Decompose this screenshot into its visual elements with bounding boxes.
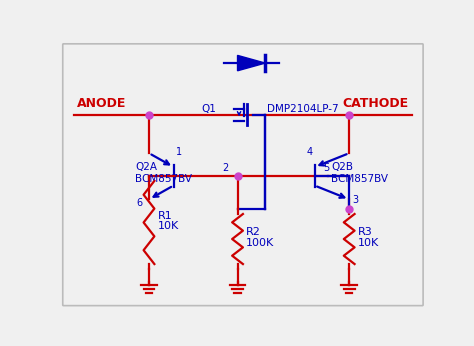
Text: 1: 1 — [176, 147, 182, 157]
Text: 3: 3 — [352, 195, 358, 205]
Text: BCM857BV: BCM857BV — [331, 174, 389, 184]
Text: R1: R1 — [157, 211, 172, 221]
Text: Q1: Q1 — [202, 103, 217, 113]
Text: 2: 2 — [222, 163, 228, 173]
Text: 5: 5 — [324, 163, 330, 173]
Text: R3: R3 — [358, 227, 373, 237]
Text: Q2B: Q2B — [331, 162, 354, 172]
Text: ANODE: ANODE — [77, 97, 127, 110]
Text: 10K: 10K — [157, 221, 179, 231]
Text: R2: R2 — [246, 227, 261, 237]
Text: DMP2104LP-7: DMP2104LP-7 — [267, 103, 338, 113]
Text: Q2A: Q2A — [135, 162, 157, 172]
Text: BCM857BV: BCM857BV — [135, 174, 192, 184]
FancyBboxPatch shape — [63, 44, 423, 306]
Polygon shape — [237, 55, 265, 71]
Text: 6: 6 — [137, 198, 143, 208]
Text: 10K: 10K — [358, 238, 379, 248]
Text: CATHODE: CATHODE — [342, 97, 409, 110]
Text: 4: 4 — [306, 147, 312, 157]
Text: 100K: 100K — [246, 238, 274, 248]
